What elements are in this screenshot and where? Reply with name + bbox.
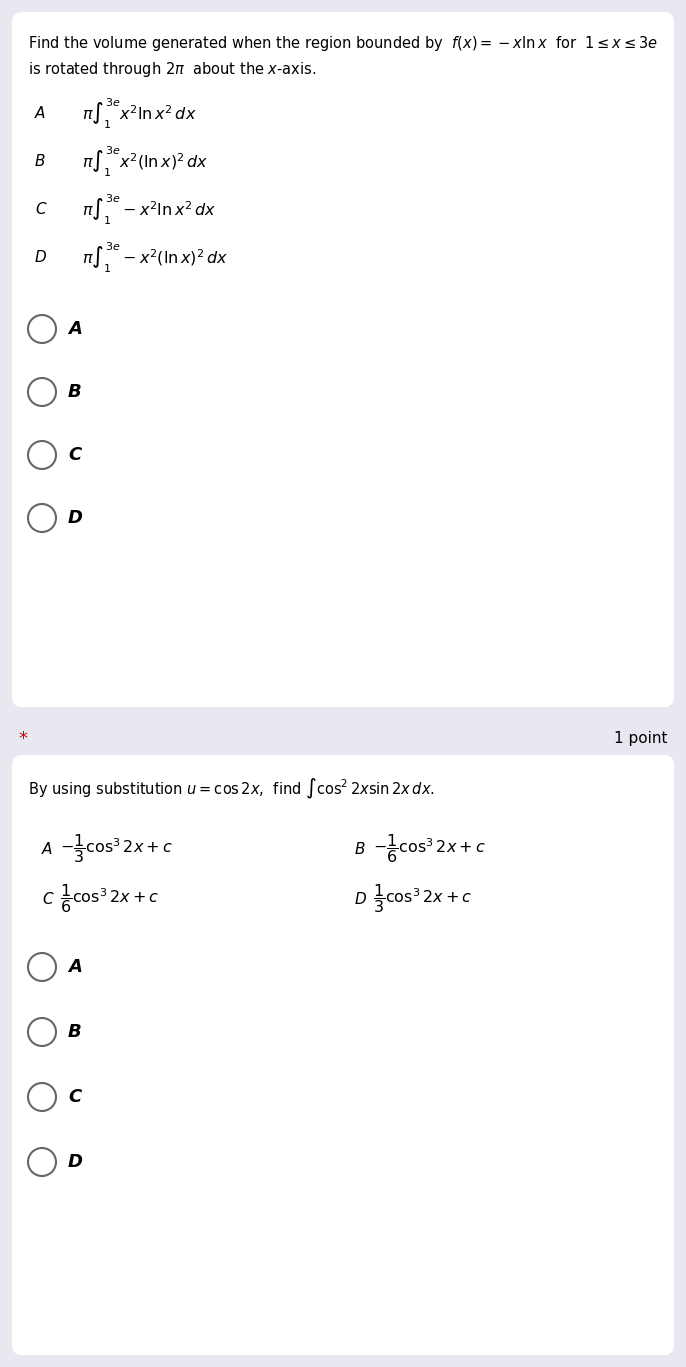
Text: B: B [68,383,82,401]
Text: B: B [35,154,45,170]
Text: is rotated through $2\pi$  about the $x$-axis.: is rotated through $2\pi$ about the $x$-… [28,60,316,79]
Text: $\pi\int_1^{3e} -x^2 \ln x^2\, dx$: $\pi\int_1^{3e} -x^2 \ln x^2\, dx$ [82,193,216,227]
Text: A: A [42,842,52,857]
Text: $\pi\int_1^{3e} x^2 \ln x^2\, dx$: $\pi\int_1^{3e} x^2 \ln x^2\, dx$ [82,97,197,131]
FancyBboxPatch shape [12,755,674,1355]
Text: A: A [35,107,45,122]
Text: C: C [35,202,46,217]
Text: B: B [68,1023,82,1042]
Text: A: A [68,958,82,976]
Text: C: C [42,891,53,906]
Text: $\dfrac{1}{3}\cos^3 2x+c$: $\dfrac{1}{3}\cos^3 2x+c$ [373,883,472,916]
Text: B: B [355,842,366,857]
Text: *: * [18,730,27,748]
Text: 1 point: 1 point [615,731,668,746]
Text: C: C [68,1088,81,1106]
FancyBboxPatch shape [12,12,674,707]
Text: D: D [35,250,47,265]
Text: D: D [68,509,83,528]
Text: D: D [355,891,367,906]
Text: A: A [68,320,82,338]
Text: C: C [68,446,81,463]
Text: Find the volume generated when the region bounded by  $f(x)=-x\ln x$  for  $1\le: Find the volume generated when the regio… [28,34,658,53]
Text: By using substitution $u=\cos 2x$,  find $\int \cos^2 2x \sin 2x\, dx$.: By using substitution $u=\cos 2x$, find … [28,776,435,801]
Text: $-\dfrac{1}{6}\cos^3 2x+c$: $-\dfrac{1}{6}\cos^3 2x+c$ [373,833,486,865]
Text: $\pi\int_1^{3e} x^2 (\ln x)^2\, dx$: $\pi\int_1^{3e} x^2 (\ln x)^2\, dx$ [82,145,209,179]
Text: $\dfrac{1}{6}\cos^3 2x+c$: $\dfrac{1}{6}\cos^3 2x+c$ [60,883,159,916]
Text: D: D [68,1152,83,1172]
Text: $-\dfrac{1}{3}\cos^3 2x+c$: $-\dfrac{1}{3}\cos^3 2x+c$ [60,833,173,865]
Text: $\pi\int_1^{3e} -x^2 (\ln x)^2\, dx$: $\pi\int_1^{3e} -x^2 (\ln x)^2\, dx$ [82,241,228,275]
